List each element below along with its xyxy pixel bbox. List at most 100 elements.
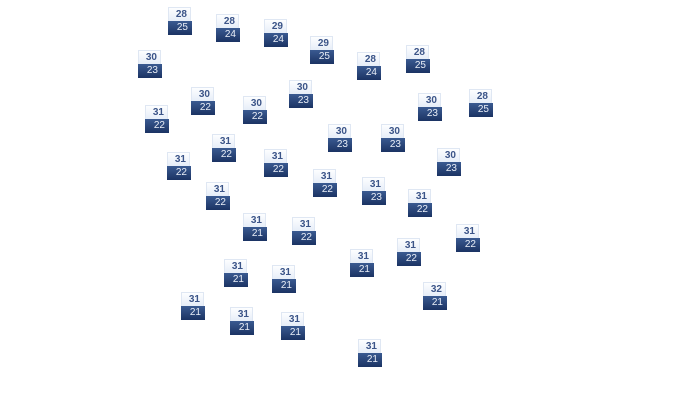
high-temperature: 31: [456, 224, 479, 238]
temperature-marker[interactable]: 31 22: [313, 169, 337, 197]
high-temperature: 31: [212, 134, 235, 148]
high-temperature: 31: [281, 312, 304, 326]
low-temperature: 24: [216, 28, 240, 42]
temperature-marker[interactable]: 31 22: [206, 182, 230, 210]
high-temperature: 30: [328, 124, 351, 138]
temperature-marker[interactable]: 31 21: [230, 307, 254, 335]
high-temperature: 28: [406, 45, 429, 59]
low-temperature: 25: [406, 59, 430, 73]
temperature-marker[interactable]: 29 25: [310, 36, 334, 64]
temperature-marker[interactable]: 31 22: [397, 238, 421, 266]
temperature-marker[interactable]: 31 21: [181, 292, 205, 320]
temperature-marker[interactable]: 31 22: [456, 224, 480, 252]
low-temperature: 21: [272, 279, 296, 293]
high-temperature: 31: [243, 213, 266, 227]
high-temperature: 31: [206, 182, 229, 196]
high-temperature: 31: [264, 149, 287, 163]
high-temperature: 28: [357, 52, 380, 66]
low-temperature: 22: [206, 196, 230, 210]
high-temperature: 29: [310, 36, 333, 50]
low-temperature: 22: [313, 183, 337, 197]
temperature-marker[interactable]: 31 23: [362, 177, 386, 205]
temperature-marker[interactable]: 30 23: [138, 50, 162, 78]
low-temperature: 25: [310, 50, 334, 64]
temperature-marker[interactable]: 31 21: [272, 265, 296, 293]
low-temperature: 21: [181, 306, 205, 320]
high-temperature: 31: [224, 259, 247, 273]
high-temperature: 29: [264, 19, 287, 33]
low-temperature: 23: [289, 94, 313, 108]
high-temperature: 31: [358, 339, 381, 353]
low-temperature: 22: [456, 238, 480, 252]
high-temperature: 30: [243, 96, 266, 110]
low-temperature: 24: [357, 66, 381, 80]
high-temperature: 30: [138, 50, 161, 64]
low-temperature: 23: [437, 162, 461, 176]
temperature-marker[interactable]: 31 21: [350, 249, 374, 277]
high-temperature: 31: [362, 177, 385, 191]
temperature-marker[interactable]: 30 23: [381, 124, 405, 152]
low-temperature: 21: [423, 296, 447, 310]
low-temperature: 21: [224, 273, 248, 287]
low-temperature: 21: [281, 326, 305, 340]
temperature-marker[interactable]: 31 21: [358, 339, 382, 367]
temperature-marker[interactable]: 28 24: [216, 14, 240, 42]
high-temperature: 31: [350, 249, 373, 263]
temperature-marker[interactable]: 29 24: [264, 19, 288, 47]
low-temperature: 25: [168, 21, 192, 35]
low-temperature: 23: [381, 138, 405, 152]
low-temperature: 22: [212, 148, 236, 162]
temperature-marker[interactable]: 32 21: [423, 282, 447, 310]
temperature-marker[interactable]: 30 23: [328, 124, 352, 152]
temperature-marker[interactable]: 31 21: [243, 213, 267, 241]
temperature-marker[interactable]: 30 23: [437, 148, 461, 176]
temperature-marker[interactable]: 31 22: [292, 217, 316, 245]
high-temperature: 28: [168, 7, 191, 21]
temperature-marker[interactable]: 31 21: [224, 259, 248, 287]
temperature-marker[interactable]: 30 23: [289, 80, 313, 108]
high-temperature: 31: [230, 307, 253, 321]
high-temperature: 31: [408, 189, 431, 203]
low-temperature: 22: [292, 231, 316, 245]
temperature-marker[interactable]: 31 22: [264, 149, 288, 177]
low-temperature: 21: [358, 353, 382, 367]
temperature-marker[interactable]: 31 22: [408, 189, 432, 217]
low-temperature: 22: [167, 166, 191, 180]
low-temperature: 21: [350, 263, 374, 277]
low-temperature: 21: [243, 227, 267, 241]
temperature-marker[interactable]: 30 23: [418, 93, 442, 121]
high-temperature: 31: [313, 169, 336, 183]
low-temperature: 22: [191, 101, 215, 115]
temperature-marker[interactable]: 31 21: [281, 312, 305, 340]
low-temperature: 23: [418, 107, 442, 121]
temperature-marker[interactable]: 28 24: [357, 52, 381, 80]
high-temperature: 30: [437, 148, 460, 162]
temperature-marker[interactable]: 28 25: [469, 89, 493, 117]
low-temperature: 25: [469, 103, 493, 117]
high-temperature: 31: [292, 217, 315, 231]
low-temperature: 23: [362, 191, 386, 205]
high-temperature: 30: [381, 124, 404, 138]
high-temperature: 31: [145, 105, 168, 119]
high-temperature: 28: [216, 14, 239, 28]
temperature-marker[interactable]: 30 22: [191, 87, 215, 115]
temperature-marker[interactable]: 31 22: [212, 134, 236, 162]
high-temperature: 30: [418, 93, 441, 107]
high-temperature: 31: [397, 238, 420, 252]
low-temperature: 24: [264, 33, 288, 47]
low-temperature: 22: [243, 110, 267, 124]
temperature-marker[interactable]: 31 22: [167, 152, 191, 180]
temperature-marker[interactable]: 28 25: [406, 45, 430, 73]
temperature-marker[interactable]: 30 22: [243, 96, 267, 124]
low-temperature: 21: [230, 321, 254, 335]
low-temperature: 22: [264, 163, 288, 177]
temperature-marker[interactable]: 31 22: [145, 105, 169, 133]
temperature-marker[interactable]: 28 25: [168, 7, 192, 35]
low-temperature: 22: [408, 203, 432, 217]
low-temperature: 22: [397, 252, 421, 266]
low-temperature: 23: [138, 64, 162, 78]
high-temperature: 31: [181, 292, 204, 306]
high-temperature: 31: [272, 265, 295, 279]
high-temperature: 28: [469, 89, 492, 103]
